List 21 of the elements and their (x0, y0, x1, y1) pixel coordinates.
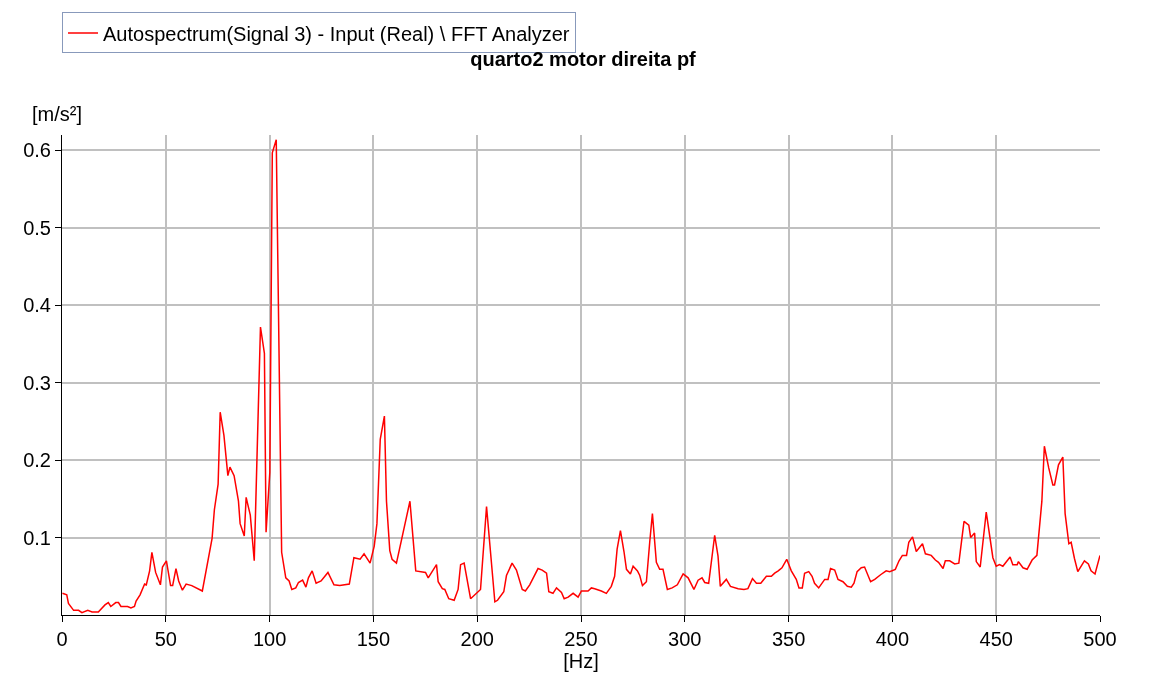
y-tick-label: 0.3 (23, 371, 51, 394)
y-tick-label: 0.5 (23, 216, 51, 239)
y-tick-label: 0.4 (23, 294, 51, 317)
x-tick-label: 400 (875, 628, 910, 650)
x-tick-label: 50 (154, 628, 177, 650)
chart-title: quarto2 motor direita pf (470, 47, 697, 70)
y-tick-label: 0.1 (23, 526, 51, 549)
x-tick-label: 250 (564, 628, 598, 650)
y-tick-label: 0.2 (23, 449, 51, 472)
x-tick-label: 300 (668, 628, 702, 650)
x-tick-label: 150 (356, 628, 391, 650)
x-tick-label: 500 (1083, 628, 1117, 650)
legend-label: Autospectrum(Signal 3) - Input (Real) \ FFT Analyzer (103, 22, 570, 45)
y-axis-title: [m/s²] (32, 103, 82, 125)
x-axis-title: [Hz] (563, 650, 599, 672)
x-tick-label: 0 (56, 628, 68, 650)
x-tick-label: 450 (979, 628, 1013, 650)
x-tick-label: 350 (771, 628, 806, 650)
y-tick-label: 0.6 (23, 139, 51, 162)
x-tick-label: 200 (460, 628, 494, 650)
x-tick-label: 100 (252, 628, 287, 650)
